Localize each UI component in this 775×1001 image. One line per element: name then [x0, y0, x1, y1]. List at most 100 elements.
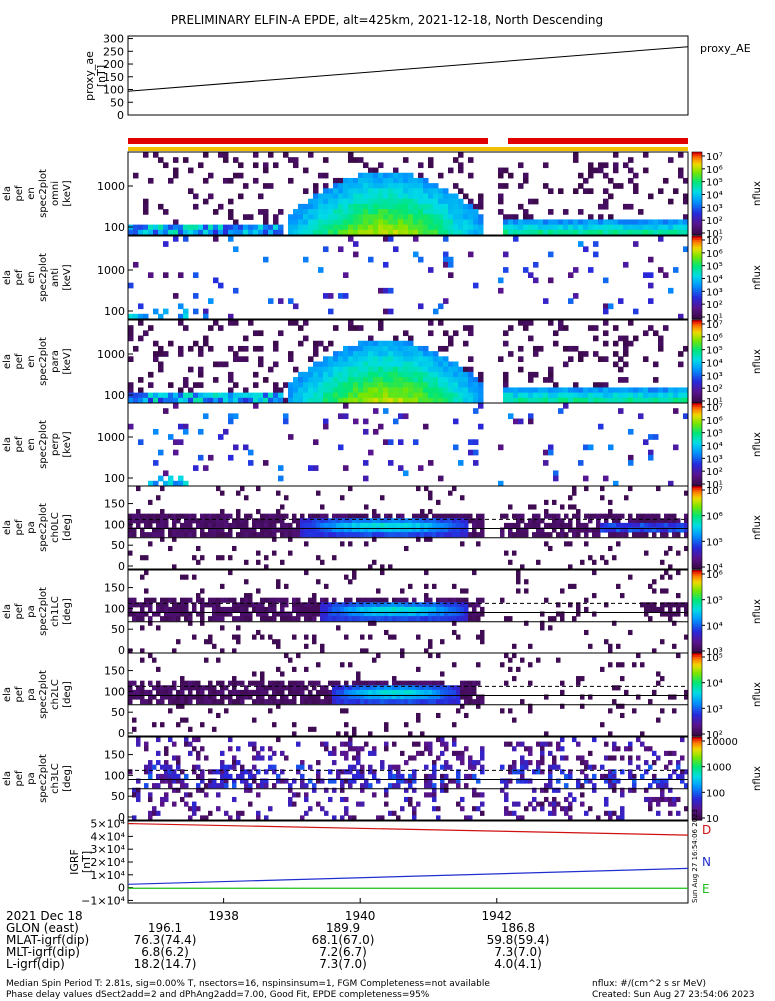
- spectrogram-cell: [578, 229, 584, 236]
- spectrogram-cell: [183, 313, 189, 320]
- spectrogram-cell: [588, 397, 594, 404]
- pitch-cell: [440, 606, 445, 612]
- spectrogram-cell: [608, 392, 614, 399]
- colorbar-cell: [692, 626, 702, 629]
- spectrogram-cell: [623, 361, 629, 368]
- spectrogram-cell: [463, 203, 469, 210]
- colorbar-tick-label: 10³: [706, 647, 723, 658]
- pitch-cell: [352, 773, 357, 779]
- spectrogram-cell: [533, 351, 539, 357]
- pitch-cell: [400, 685, 405, 691]
- spectrogram-cell: [303, 387, 309, 394]
- ae-panel-frame: [127, 35, 689, 116]
- spectrogram-cell: [298, 219, 304, 226]
- pitch-cell: [280, 694, 285, 700]
- pitch-cell: [352, 570, 357, 576]
- spectrogram-cell: [613, 387, 619, 394]
- pitch-cell: [304, 527, 309, 533]
- pitch-cell: [508, 666, 513, 672]
- pitch-cell: [592, 764, 597, 770]
- panel-ylabel-line: spec2plot: [38, 337, 49, 386]
- pitch-cell: [236, 639, 241, 645]
- pitch-cell: [596, 522, 601, 528]
- spectrogram-cell: [503, 397, 509, 404]
- pitch-cell: [452, 616, 457, 622]
- spectrogram-cell: [663, 397, 669, 404]
- spectrogram-cell: [313, 229, 319, 236]
- spectrogram-cell: [268, 152, 274, 158]
- spectrogram-cell: [278, 229, 284, 236]
- pitch-cell: [188, 680, 193, 686]
- pitch-cell: [412, 689, 417, 695]
- spectrogram-cell: [548, 444, 554, 451]
- spectrogram-cell: [418, 361, 424, 368]
- pitch-cell: [560, 588, 565, 594]
- spectrogram-cell: [178, 320, 184, 326]
- pitch-cell: [416, 518, 421, 524]
- pitch-cell: [648, 522, 653, 528]
- pitch-cell: [152, 685, 157, 691]
- spectrogram-cell: [678, 361, 684, 368]
- pitch-cell: [472, 532, 477, 538]
- pitch-cell: [232, 602, 237, 608]
- pitch-cell: [192, 574, 197, 580]
- spectrogram-cell: [413, 392, 419, 399]
- pitch-cell: [416, 801, 421, 807]
- spectrogram-cell: [348, 152, 354, 158]
- pitch-cell: [288, 550, 293, 556]
- spectrogram-cell: [383, 229, 389, 236]
- spectrogram-cell: [193, 465, 199, 471]
- pitch-cell: [128, 694, 133, 700]
- pitch-cell: [668, 564, 673, 570]
- pitch-cell: [200, 620, 205, 626]
- spectrogram-cell: [293, 303, 299, 310]
- spectrogram-cell: [328, 308, 334, 315]
- pitch-cell: [532, 522, 537, 528]
- spectrogram-cell: [163, 470, 169, 477]
- pitch-cell: [372, 616, 377, 622]
- spectrogram-cell: [528, 214, 534, 220]
- pitch-cell: [328, 522, 333, 528]
- spectrogram-cell: [193, 340, 199, 347]
- spectrogram-cell: [518, 203, 524, 210]
- pitch-cell: [368, 532, 373, 538]
- pitch-cell: [408, 689, 413, 695]
- spectrogram-cell: [553, 219, 559, 226]
- pitch-cell: [224, 611, 229, 617]
- spectrogram-cell: [603, 356, 609, 362]
- spectrogram-cell: [433, 371, 439, 378]
- spectrogram-cell: [143, 229, 149, 236]
- pitch-cell: [660, 708, 665, 714]
- pitch-cell: [628, 773, 633, 779]
- spectrogram-cell: [283, 413, 289, 420]
- spectrogram-cell: [523, 320, 529, 326]
- pitch-cell: [336, 769, 341, 775]
- colorbar-cell: [692, 702, 702, 706]
- pitch-cell: [292, 731, 297, 737]
- spectrogram-cell: [293, 392, 299, 399]
- spectrogram-cell: [168, 229, 174, 236]
- pitch-cell: [216, 532, 221, 538]
- spectrogram-cell: [508, 351, 514, 357]
- pitch-cell: [136, 737, 141, 743]
- spectrogram-cell: [638, 224, 644, 231]
- spectrogram-cell: [398, 356, 404, 362]
- spectrogram-cell: [348, 219, 354, 226]
- pitch-cell: [576, 527, 581, 533]
- spectrogram-cell: [623, 387, 629, 394]
- pitch-cell: [348, 597, 353, 603]
- pitch-cell: [260, 783, 265, 789]
- spectrogram-cell: [623, 397, 629, 404]
- pitch-cell: [332, 518, 337, 524]
- pitch-cell: [272, 536, 277, 542]
- spectrogram-cell: [678, 167, 684, 174]
- pitch-cell: [444, 606, 449, 612]
- pitch-cell: [456, 694, 461, 700]
- pitch-cell: [280, 671, 285, 677]
- pitch-cell: [228, 699, 233, 705]
- spectrogram-cell: [398, 413, 404, 420]
- pitch-cell: [428, 694, 433, 700]
- pitch-cell: [164, 597, 169, 603]
- spectrogram-cell: [508, 229, 514, 236]
